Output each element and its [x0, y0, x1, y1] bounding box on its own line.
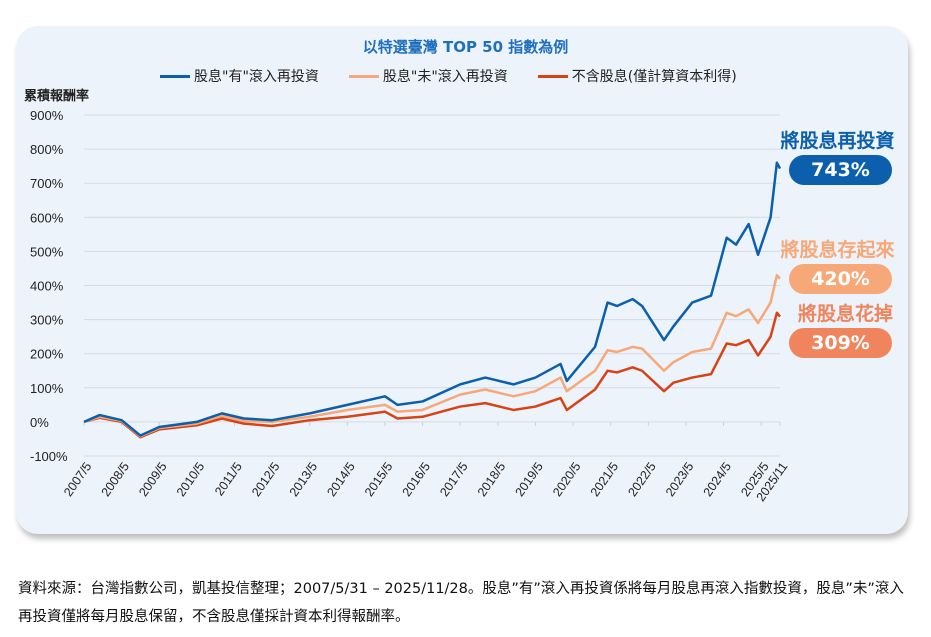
- x-tick-label: 2021/5: [588, 460, 621, 499]
- x-tick-label: 2019/5: [513, 460, 546, 499]
- x-tick-label: 2010/5: [174, 460, 207, 499]
- x-tick-label: 2016/5: [400, 460, 433, 499]
- chart-title: 以特選臺灣 TOP 50 指數為例: [362, 38, 569, 56]
- callout-save: 將股息存起來: [780, 239, 895, 261]
- legend-item: 股息"未"滾入再投資: [348, 66, 508, 86]
- y-tick-label: 200%: [30, 347, 64, 362]
- x-tick-label: 2018/5: [475, 460, 508, 499]
- x-tick-label: 2008/5: [99, 460, 132, 499]
- callout-reinvest: 將股息再投資: [780, 130, 895, 152]
- legend-swatch: [160, 74, 190, 78]
- x-tick-label: 2012/5: [249, 460, 282, 499]
- y-tick-label: 700%: [30, 176, 64, 191]
- legend-item: 股息"有"滾入再投資: [160, 66, 319, 86]
- legend-label: 不含股息(僅計算資本利得): [571, 69, 737, 85]
- x-tick-label: 2023/5: [663, 460, 696, 499]
- series-line: [83, 274, 781, 438]
- x-tick-label: 2024/5: [701, 460, 734, 499]
- legend: 股息"有"滾入再投資 股息"未"滾入再投資 不含股息(僅計算資本利得): [160, 66, 737, 86]
- callout-spend: 將股息花掉: [797, 303, 893, 325]
- x-tick-label: 2013/5: [287, 460, 320, 499]
- y-tick-label: 500%: [30, 244, 64, 259]
- x-tick-label: 2017/5: [437, 460, 470, 499]
- y-tick-label: 0%: [30, 415, 49, 430]
- value-pill-spend: 309%: [789, 328, 892, 358]
- source-note: 資料來源：台灣指數公司，凱基投信整理；2007/5/31 – 2025/11/2…: [18, 581, 904, 625]
- x-tick-label: 2020/5: [550, 460, 583, 499]
- legend-label: 股息"有"滾入再投資: [194, 69, 319, 85]
- y-tick-label: -100%: [30, 449, 68, 464]
- x-tick-label: 2014/5: [324, 460, 357, 499]
- x-tick-label: 2007/5: [61, 460, 94, 499]
- x-tick-label: 2015/5: [362, 460, 395, 499]
- legend-item: 不含股息(僅計算資本利得): [537, 66, 737, 86]
- x-tick-label: 2022/5: [625, 460, 658, 499]
- series-line: [83, 311, 781, 439]
- x-tick-label: 2009/5: [136, 460, 169, 499]
- value-pill-reinvest: 743%: [789, 155, 892, 185]
- y-tick-label: 600%: [30, 210, 64, 225]
- x-tick-label: 2011/5: [212, 460, 245, 499]
- series-line: [83, 161, 782, 437]
- y-tick-label: 100%: [30, 381, 64, 396]
- legend-swatch: [348, 74, 379, 78]
- y-tick-label: 800%: [30, 142, 64, 157]
- y-tick-label: 300%: [30, 313, 64, 328]
- y-tick-label: 900%: [30, 108, 64, 123]
- line-chart: -100% 0% 100% 200% 300% 400% 500% 600% 700% 800% 9…: [30, 108, 790, 504]
- chart-card: [16, 26, 908, 534]
- legend-swatch: [537, 74, 568, 78]
- value-pill-save: 420%: [789, 264, 892, 294]
- legend-label: 股息"未"滾入再投資: [382, 69, 508, 85]
- y-tick-label: 400%: [30, 279, 64, 294]
- y-axis-label: 累積報酬率: [24, 89, 90, 104]
